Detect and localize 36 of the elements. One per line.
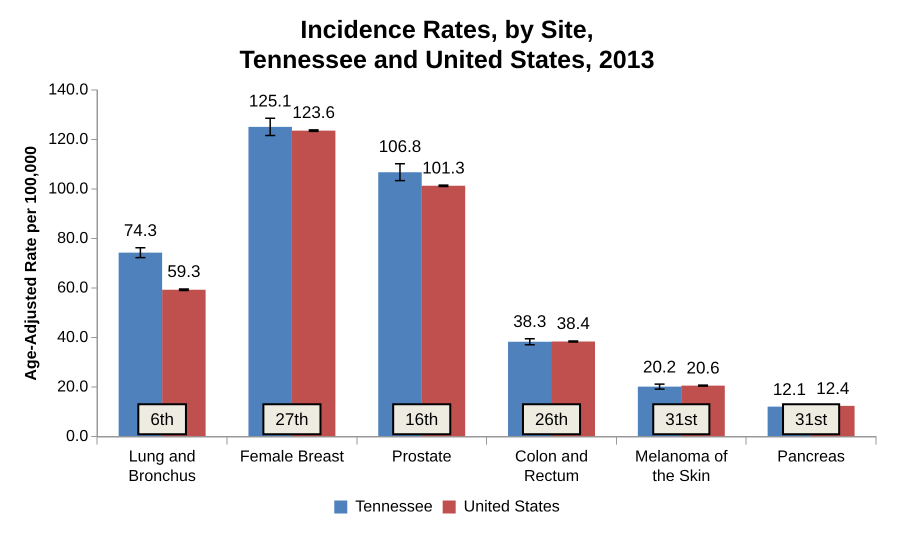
data-label: 106.8: [378, 136, 422, 156]
data-label: 20.2: [643, 357, 676, 376]
x-tick-label: Prostate: [392, 448, 452, 466]
y-tick-label: 100.0: [48, 180, 88, 198]
annotation: 6th: [150, 410, 174, 429]
y-tick-label: 40.0: [57, 328, 88, 346]
data-label: 12.4: [816, 379, 850, 398]
legend-label: Tennessee: [355, 498, 433, 516]
annotation: 31st: [665, 410, 698, 429]
data-label: 59.3: [167, 262, 200, 282]
x-tick-label: Female Breast: [240, 448, 344, 466]
annotation: 26th: [534, 410, 568, 429]
x-tick-label: Pancreas: [777, 448, 845, 466]
legend-label: United States: [464, 498, 560, 516]
y-tick-label: 60.0: [57, 279, 88, 296]
annotation: 31st: [795, 410, 828, 429]
data-label: 38.3: [513, 312, 546, 331]
x-tick-label: Melanoma of the Skin: [635, 448, 728, 485]
data-label: 20.6: [686, 358, 720, 378]
y-tick-label: 140.0: [48, 81, 88, 98]
data-label: 125.1: [248, 91, 292, 110]
data-label: 123.6: [292, 103, 335, 122]
x-tick-label: Lung and Bronchus: [128, 448, 196, 485]
y-axis-title: Age-Adjusted Rate per 100,000: [23, 146, 40, 381]
annotation: 27th: [275, 410, 308, 429]
x-tick-label: Colon and Rectum: [515, 448, 588, 485]
data-label: 101.3: [422, 158, 465, 178]
data-label: 12.1: [772, 380, 806, 399]
data-label: 74.3: [124, 220, 157, 240]
chart-title: Incidence Rates, by Site, Tennessee and United States, 2013: [240, 16, 654, 74]
annotation: 16th: [405, 410, 438, 429]
y-tick-label: 80.0: [57, 230, 88, 247]
y-tick-label: 20.0: [57, 378, 88, 396]
y-tick-label: 120.0: [48, 130, 88, 148]
data-label: 38.4: [556, 314, 590, 334]
y-tick-label: 0.0: [66, 428, 88, 446]
